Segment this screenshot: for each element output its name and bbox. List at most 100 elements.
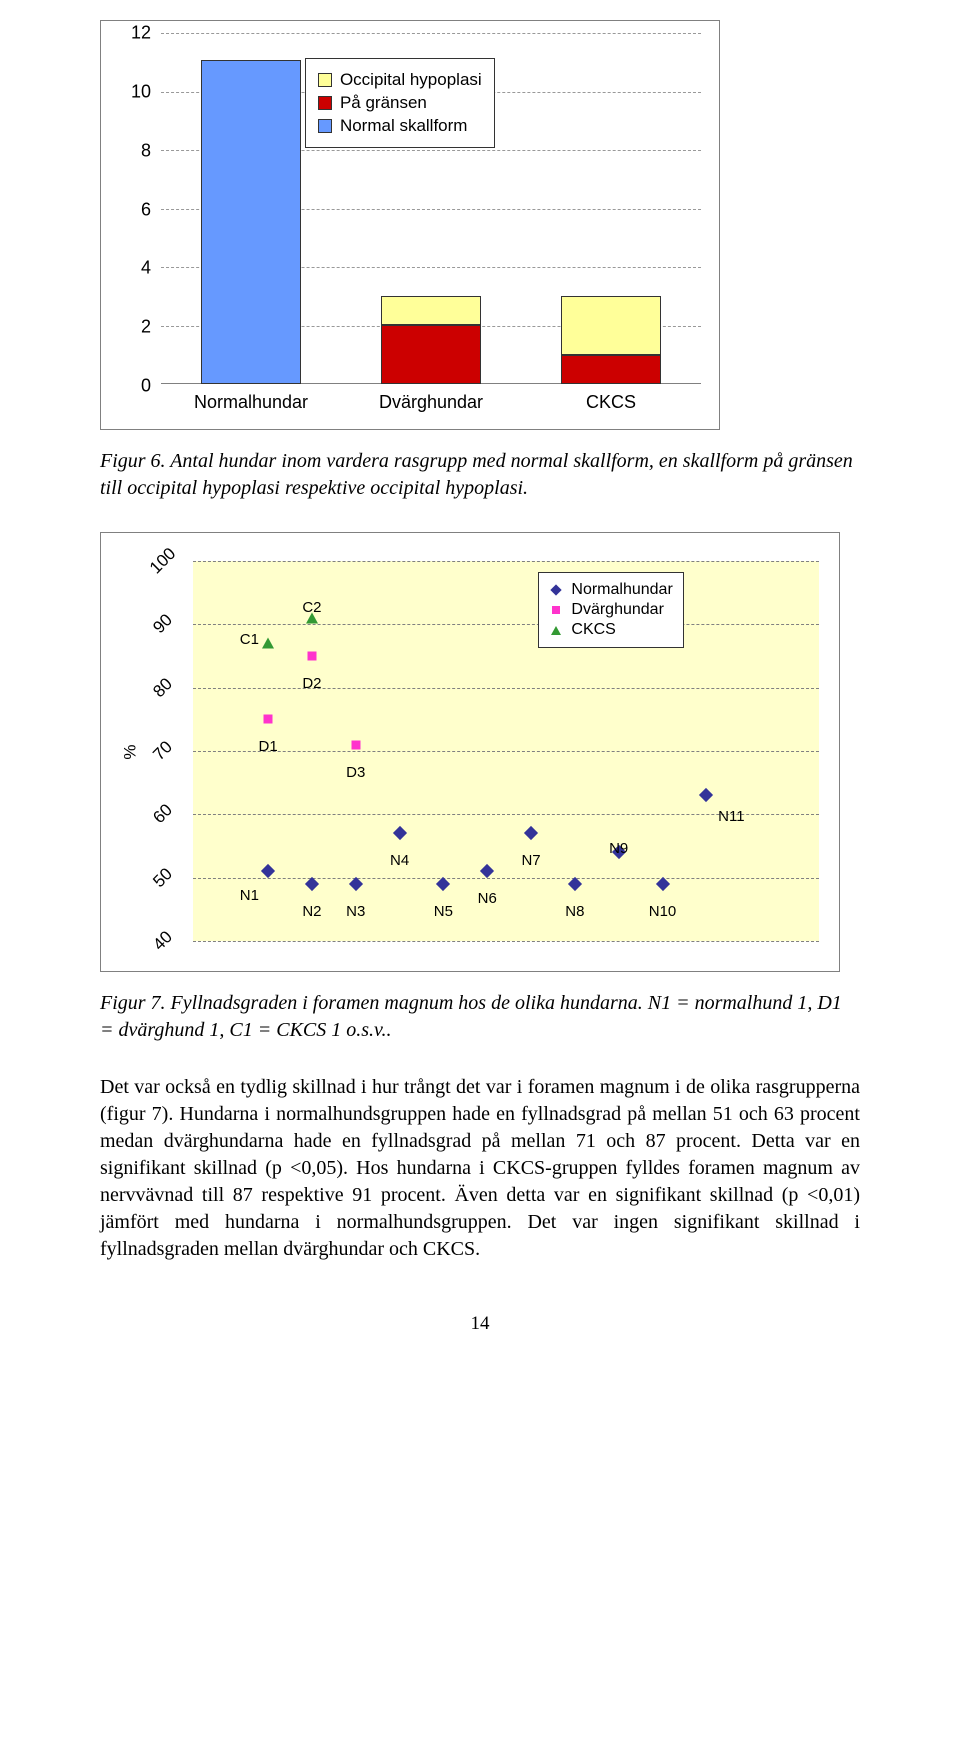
legend-marker-icon bbox=[549, 606, 563, 614]
bar-ytick: 8 bbox=[121, 140, 151, 161]
bar-ytick: 2 bbox=[121, 317, 151, 338]
bar-chart-legend: Occipital hypoplasi På gränsen Normal skal… bbox=[305, 58, 495, 148]
bar-segment bbox=[381, 325, 481, 384]
diamond-icon bbox=[349, 877, 363, 891]
scatter-point-label: N3 bbox=[346, 903, 365, 920]
scatter-point bbox=[351, 879, 361, 889]
bar-xtick: Dvärghundar bbox=[379, 384, 483, 413]
scatter-point bbox=[262, 638, 274, 649]
page-number: 14 bbox=[100, 1313, 860, 1335]
legend-label: Occipital hypoplasi bbox=[340, 70, 482, 90]
scatter-point bbox=[438, 879, 448, 889]
legend-item: Occipital hypoplasi bbox=[318, 70, 482, 90]
scatter-point-label: N8 bbox=[565, 903, 584, 920]
square-icon bbox=[351, 740, 360, 749]
scatter-point-label: N9 bbox=[609, 840, 628, 857]
legend-marker-icon bbox=[549, 626, 563, 635]
scatter-point bbox=[307, 652, 316, 661]
bar-ytick: 6 bbox=[121, 199, 151, 220]
legend-item: Normalhundar bbox=[549, 581, 672, 599]
legend-swatch-icon bbox=[318, 119, 332, 133]
bar-segment bbox=[381, 296, 481, 325]
diamond-icon bbox=[393, 826, 407, 840]
square-icon bbox=[307, 652, 316, 661]
scatter-point-label: D1 bbox=[259, 738, 278, 755]
figure6-caption: Figur 6. Antal hundar inom vardera rasgr… bbox=[100, 448, 860, 502]
bar-ytick: 12 bbox=[121, 23, 151, 44]
bar-stack bbox=[381, 296, 481, 384]
bar-xtick: CKCS bbox=[586, 384, 636, 413]
square-icon bbox=[264, 715, 273, 724]
diamond-icon bbox=[480, 864, 494, 878]
figure7-text: Figur 7. Fyllnadsgraden i foramen magnum… bbox=[100, 992, 842, 1041]
triangle-icon bbox=[262, 638, 274, 649]
body-paragraph: Det var också en tydlig skillnad i hur t… bbox=[100, 1074, 860, 1263]
scatter-point-label: N1 bbox=[240, 887, 259, 904]
legend-label: CKCS bbox=[571, 621, 615, 639]
legend-item: Normal skallform bbox=[318, 116, 482, 136]
legend-label: Normalhundar bbox=[571, 581, 672, 599]
scatter-point bbox=[264, 715, 273, 724]
diamond-icon bbox=[261, 864, 275, 878]
legend-swatch-icon bbox=[318, 73, 332, 87]
diamond-icon bbox=[568, 877, 582, 891]
scatter-point bbox=[570, 879, 580, 889]
scatter-y-label: % bbox=[121, 744, 141, 759]
bar-ytick: 0 bbox=[121, 376, 151, 397]
scatter-ytick: 60 bbox=[142, 793, 184, 835]
diamond-icon bbox=[699, 788, 713, 802]
scatter-point-label: N10 bbox=[649, 903, 677, 920]
scatter-point bbox=[658, 879, 668, 889]
scatter-point-label: D2 bbox=[302, 675, 321, 692]
scatter-ytick: 80 bbox=[142, 666, 184, 708]
figure7-caption: Figur 7. Fyllnadsgraden i foramen magnum… bbox=[100, 990, 860, 1044]
bar-chart-figure6: Normalhundar Dvärghundar CKCS Occipital hy… bbox=[100, 20, 720, 430]
scatter-legend: Normalhundar Dvärghundar CKCS bbox=[538, 572, 683, 648]
scatter-point bbox=[482, 866, 492, 876]
scatter-ytick: 70 bbox=[142, 730, 184, 772]
diamond-icon bbox=[655, 877, 669, 891]
scatter-point-label: N4 bbox=[390, 852, 409, 869]
scatter-point-label: N11 bbox=[718, 808, 744, 825]
legend-marker-icon bbox=[549, 586, 563, 594]
figure6-label: Figur 6. bbox=[100, 450, 166, 472]
bar-segment bbox=[561, 355, 661, 384]
scatter-point bbox=[701, 790, 711, 800]
scatter-ytick: 90 bbox=[142, 603, 184, 645]
legend-label: Normal skallform bbox=[340, 116, 468, 136]
bar-stack bbox=[561, 296, 661, 384]
scatter-point-label: D3 bbox=[346, 764, 365, 781]
figure6-text: Antal hundar inom vardera rasgrupp med n… bbox=[100, 450, 853, 499]
scatter-point bbox=[395, 828, 405, 838]
scatter-point-label: N2 bbox=[302, 903, 321, 920]
legend-item: Dvärghundar bbox=[549, 601, 672, 619]
scatter-point bbox=[263, 866, 273, 876]
legend-label: På gränsen bbox=[340, 93, 427, 113]
diamond-icon bbox=[524, 826, 538, 840]
scatter-point-label: C1 bbox=[240, 631, 259, 648]
bar-ytick: 4 bbox=[121, 258, 151, 279]
scatter-point-label: N7 bbox=[521, 852, 540, 869]
legend-item: CKCS bbox=[549, 621, 672, 639]
legend-item: På gränsen bbox=[318, 93, 482, 113]
scatter-point bbox=[526, 828, 536, 838]
scatter-ytick: 100 bbox=[142, 540, 184, 582]
scatter-point-label: N5 bbox=[434, 903, 453, 920]
scatter-point-label: C2 bbox=[302, 599, 321, 616]
scatter-plot-area: 405060708090100C1C2D2D1D3N1N2N3N4N5N6N7N… bbox=[193, 561, 819, 941]
bar-segment bbox=[201, 60, 301, 384]
legend-swatch-icon bbox=[318, 96, 332, 110]
scatter-point bbox=[307, 879, 317, 889]
scatter-point bbox=[351, 740, 360, 749]
bar-segment bbox=[561, 296, 661, 355]
bar-stack bbox=[201, 60, 301, 384]
diamond-icon bbox=[436, 877, 450, 891]
bar-xtick: Normalhundar bbox=[194, 384, 308, 413]
scatter-ytick: 40 bbox=[142, 920, 184, 962]
bar-ytick: 10 bbox=[121, 81, 151, 102]
scatter-point-label: N6 bbox=[478, 890, 497, 907]
diamond-icon bbox=[305, 877, 319, 891]
scatter-ytick: 50 bbox=[142, 856, 184, 898]
scatter-chart-figure7: 40 50 60 70 80 90 100 C1 C2 D2 D1 D3 N1 N2 N3 N4 N5 N6 N7 N… bbox=[100, 532, 840, 972]
legend-label: Dvärghundar bbox=[571, 601, 664, 619]
